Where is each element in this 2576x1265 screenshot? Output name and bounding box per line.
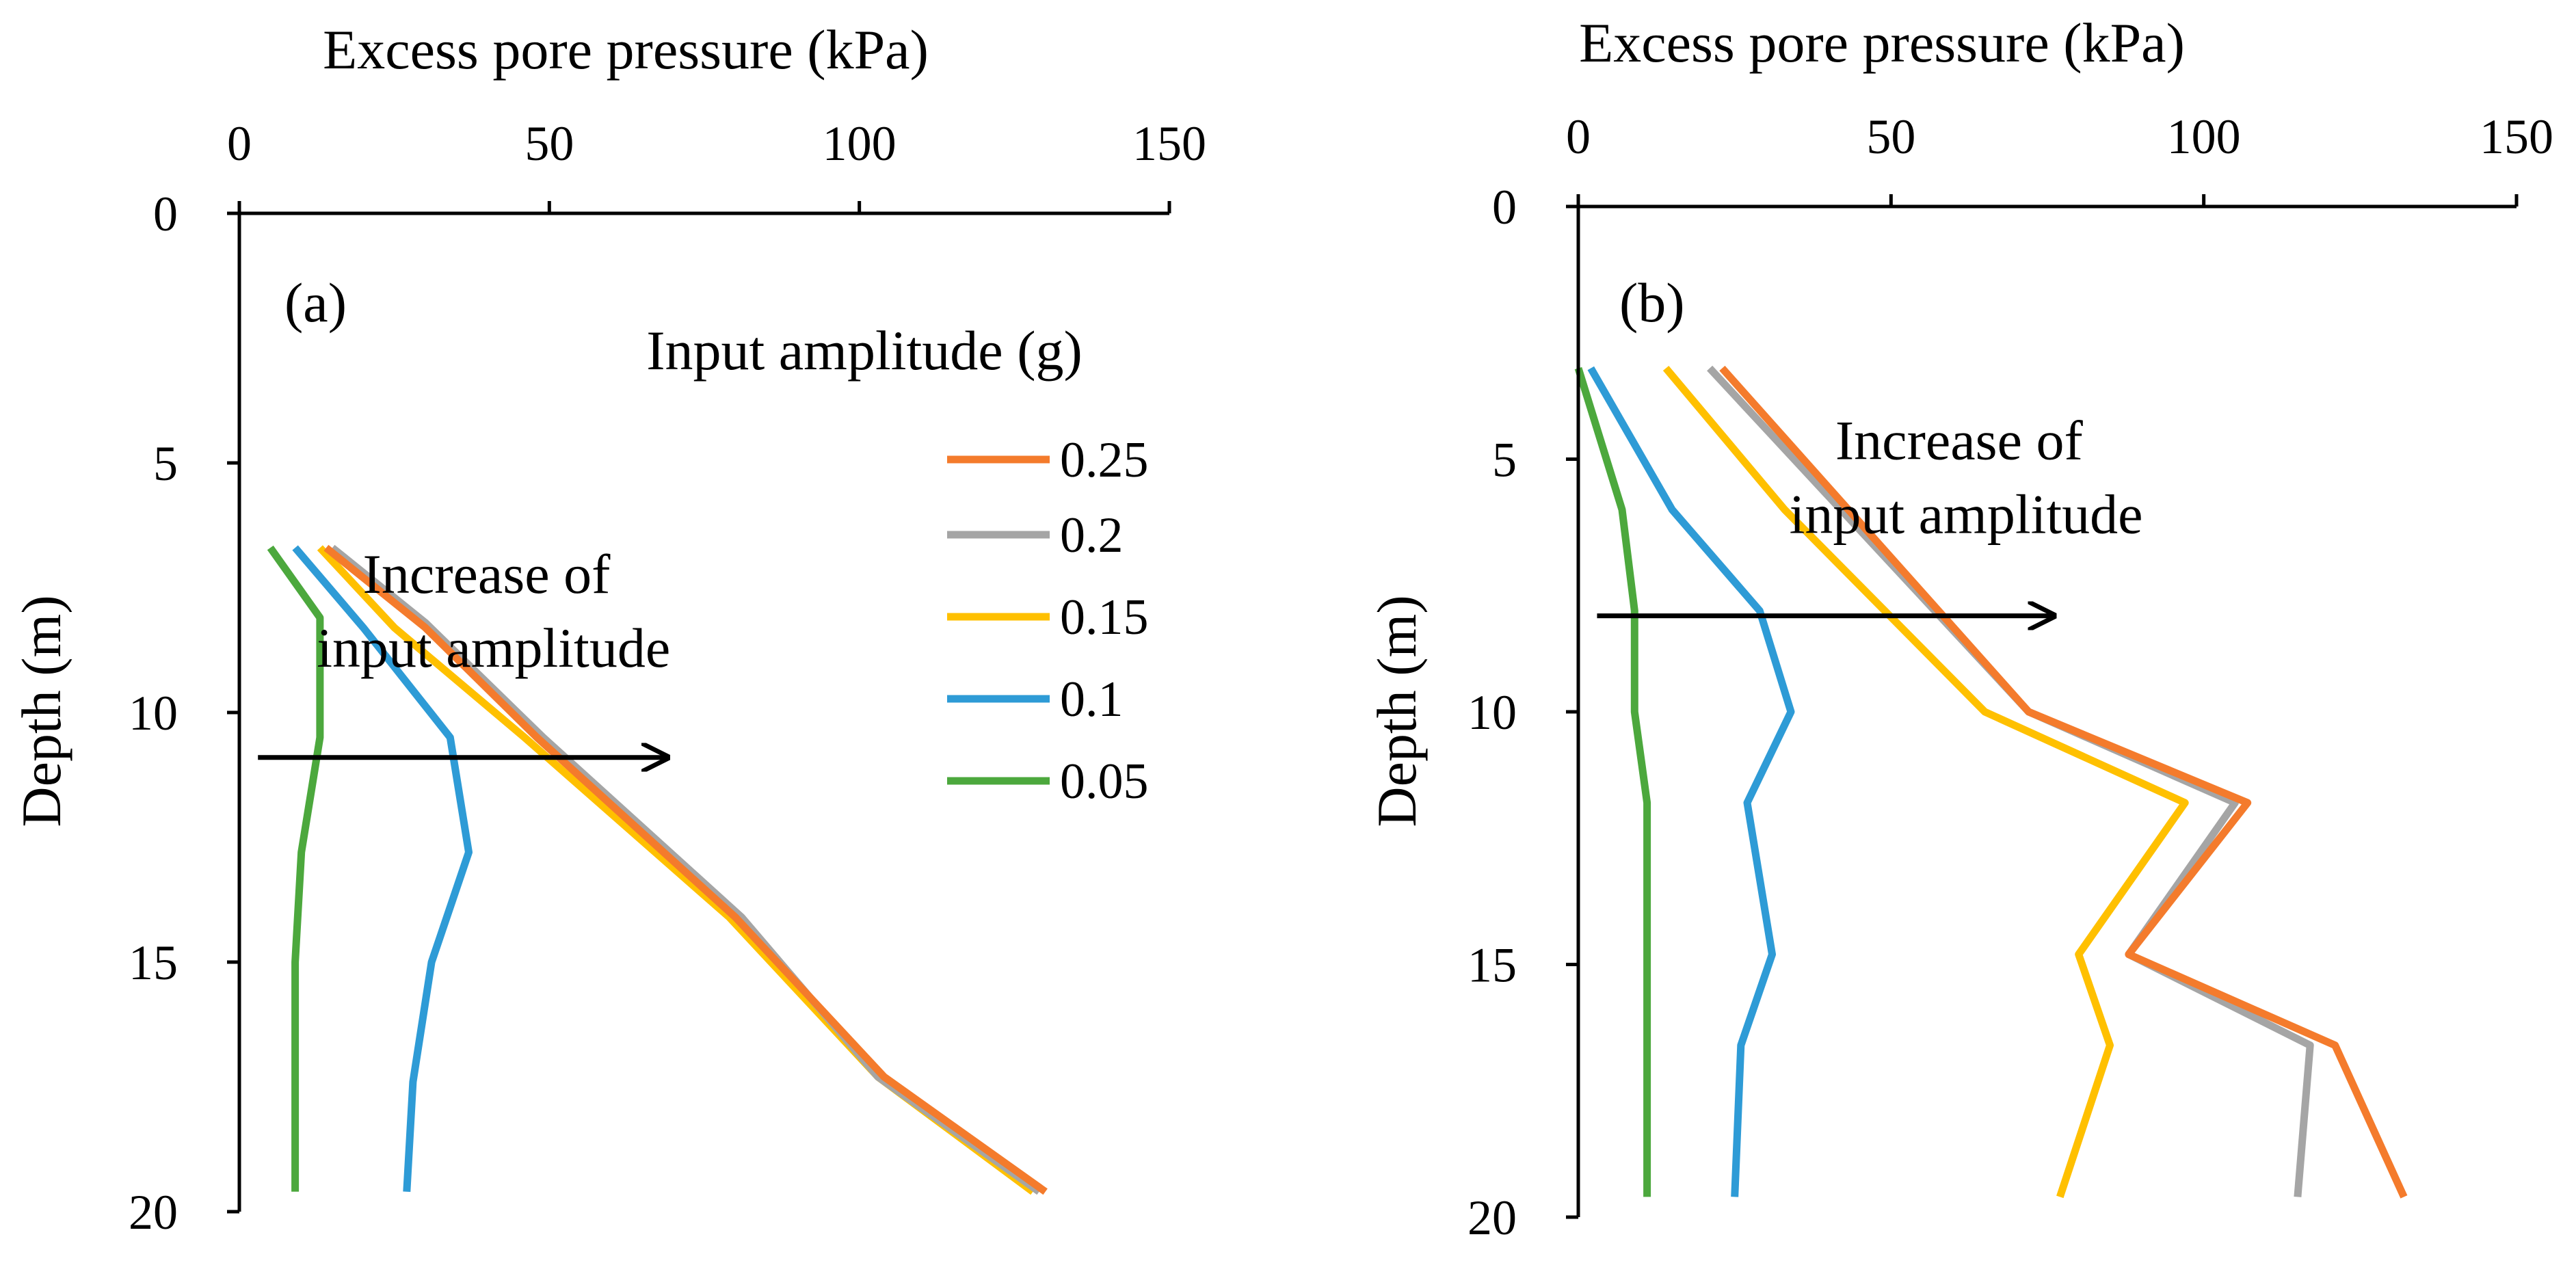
legend-label-0.2: 0.2	[1060, 507, 1124, 563]
series-line-0.15-b	[1662, 365, 2189, 1199]
panel-label-a: (a)	[284, 271, 347, 334]
x-tick-label-b: 150	[2480, 109, 2553, 164]
y-tick-label-b: 0	[1492, 180, 1517, 235]
y-tick-label-a: 0	[153, 187, 178, 241]
series-line-0.25-b	[1719, 365, 2408, 1199]
y-tick-label-b: 15	[1468, 938, 1517, 993]
x-tick-label-a: 50	[525, 116, 574, 171]
legend-item-0.05: 0.05	[947, 754, 1149, 810]
legend-label-0.15: 0.15	[1060, 589, 1149, 645]
series-line-0.1-b	[1587, 366, 1795, 1197]
x-tick-label-a: 150	[1132, 116, 1206, 171]
series-line-0.1-a	[292, 545, 473, 1193]
legend-title: Input amplitude (g)	[646, 319, 1083, 382]
legend-item-0.15: 0.15	[947, 589, 1149, 645]
y-ticks-a: 0 5 10 15 20	[129, 187, 239, 1240]
x-tick-label-b: 100	[2167, 109, 2241, 164]
panel-label-b: (b)	[1619, 271, 1685, 334]
series-line-0.05-a	[267, 545, 324, 1192]
annotation-text-a: Increase of input amplitude	[317, 543, 670, 679]
panel-b: Excess pore pressure (kPa) Depth (m) 0 50…	[1366, 12, 2553, 1245]
x-axis-title-a: Excess pore pressure (kPa)	[323, 18, 929, 81]
y-axis-title-b: Depth (m)	[1366, 595, 1428, 827]
y-tick-label-a: 20	[129, 1185, 178, 1240]
x-ticks-b: 0 50 100 150	[1566, 109, 2553, 207]
legend-item-0.1: 0.1	[947, 671, 1124, 728]
x-axis-title-b: Excess pore pressure (kPa)	[1579, 12, 2185, 74]
y-tick-label-a: 10	[129, 686, 178, 741]
legend: Input amplitude (g) 0.25 0.2 0.15 0.1 0.…	[646, 319, 1148, 810]
panel-a: Excess pore pressure (kPa) Depth (m) 0 50…	[10, 18, 1206, 1240]
annotation-line-1-a: Increase of	[363, 543, 611, 605]
y-axis-title-a: Depth (m)	[10, 595, 72, 827]
x-tick-label-a: 100	[823, 116, 897, 171]
x-tick-label-a: 0	[227, 116, 252, 171]
x-ticks-a: 0 50 100 150	[227, 116, 1206, 213]
y-tick-label-b: 10	[1468, 685, 1517, 740]
legend-label-0.05: 0.05	[1060, 754, 1149, 810]
y-tick-label-a: 5	[153, 436, 178, 491]
y-tick-label-b: 20	[1468, 1190, 1517, 1245]
legend-label-0.25: 0.25	[1060, 432, 1149, 488]
y-tick-label-b: 5	[1492, 433, 1517, 488]
series-group-a	[267, 544, 1048, 1195]
legend-item-0.25: 0.25	[947, 432, 1149, 488]
series-line-0.25-a	[323, 544, 1048, 1195]
legend-item-0.2: 0.2	[947, 507, 1124, 563]
series-line-0.05-b	[1574, 367, 1651, 1197]
y-ticks-b: 0 5 10 15 20	[1468, 180, 1578, 1245]
annotation-line-2-a: input amplitude	[317, 617, 670, 679]
series-group-b	[1574, 365, 2408, 1199]
y-tick-label-a: 15	[129, 935, 178, 990]
legend-label-0.1: 0.1	[1060, 671, 1124, 728]
annotation-line-1-b: Increase of	[1835, 410, 2084, 472]
annotation-line-2-b: input amplitude	[1790, 483, 2143, 546]
x-tick-label-b: 50	[1866, 109, 1915, 164]
x-tick-label-b: 0	[1566, 109, 1591, 164]
annotation-text-b: Increase of input amplitude	[1790, 410, 2143, 546]
